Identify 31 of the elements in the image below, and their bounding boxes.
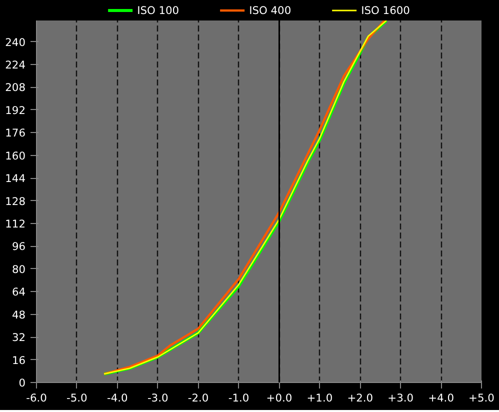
x-tick-label: -6.0 — [26, 392, 48, 404]
y-tick-label: 80 — [12, 262, 26, 276]
x-tick-label: -5.0 — [66, 392, 88, 404]
y-tick-label: 240 — [5, 36, 26, 49]
x-tick-label: +4.0 — [428, 392, 454, 404]
x-tick-label: +3.0 — [388, 392, 414, 404]
y-tick-label: 32 — [12, 331, 26, 344]
legend-label: ISO 400 — [249, 4, 292, 16]
y-tick-label: 16 — [12, 354, 26, 367]
x-tick-label: -2.0 — [188, 392, 209, 404]
x-tick-label: -3.0 — [147, 392, 168, 404]
legend-label: ISO 1600 — [361, 4, 410, 16]
y-tick-label: 64 — [12, 286, 26, 299]
y-tick-label: 96 — [12, 240, 26, 254]
y-tick-label: 176 — [5, 126, 26, 140]
y-tick-label: 192 — [5, 104, 26, 117]
x-tick-label: +1.0 — [306, 392, 333, 404]
x-tick-label: -4.0 — [107, 392, 128, 404]
y-tick-label: 128 — [5, 194, 26, 208]
y-tick-label: 48 — [12, 308, 26, 322]
y-tick-label: 208 — [5, 81, 26, 94]
y-tick-label: 144 — [5, 172, 26, 186]
y-tick-label: 160 — [5, 149, 26, 162]
y-tick-label: 0 — [18, 376, 26, 390]
legend-label: ISO 100 — [137, 4, 180, 16]
x-tick-label: -1.0 — [228, 392, 250, 404]
x-tick-label: +2.0 — [347, 392, 374, 404]
x-tick-label: +5.0 — [468, 392, 495, 404]
y-tick-label: 224 — [5, 58, 26, 72]
y-tick-label: 112 — [5, 218, 26, 231]
x-tick-label: +0.0 — [266, 392, 292, 404]
